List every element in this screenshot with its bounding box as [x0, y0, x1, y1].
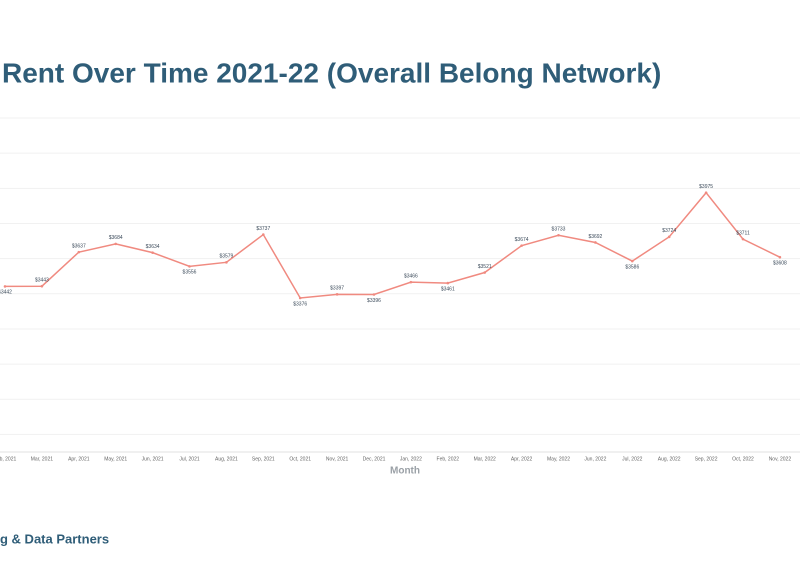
value-label: $3684 [109, 235, 123, 241]
value-label: $3674 [515, 237, 529, 243]
value-label: $3556 [183, 270, 197, 276]
x-tick-label: Mar, 2022 [474, 456, 496, 462]
x-tick-label: Nov, 2022 [769, 456, 792, 462]
x-tick-label: Aug, 2021 [215, 456, 238, 462]
x-tick-label: Jul, 2022 [622, 456, 643, 462]
point [667, 235, 671, 239]
value-label: $3733 [552, 227, 566, 233]
point [631, 259, 634, 263]
value-label: $3443 [35, 278, 49, 284]
x-tick-label: May, 2021 [104, 456, 127, 462]
x-tick-label: Apr, 2021 [68, 456, 90, 462]
point [335, 293, 339, 296]
value-label: $3396 [367, 298, 381, 304]
value-label: $3724 [662, 228, 676, 234]
x-tick-label: Mar, 2021 [31, 456, 53, 462]
x-tick-label: Sep, 2021 [252, 456, 275, 462]
point [483, 271, 487, 274]
x-tick-label: Jul, 2021 [179, 456, 200, 462]
point [40, 284, 44, 288]
value-label: $3442 [0, 290, 12, 296]
value-label: $3376 [293, 301, 307, 307]
x-tick-label: Dec, 2021 [363, 456, 386, 462]
point [114, 242, 117, 246]
x-tick-label: Jun, 2021 [142, 456, 164, 462]
value-label: $3634 [146, 244, 160, 250]
point [446, 281, 450, 285]
x-tick-label: Feb, 2022 [437, 456, 460, 462]
point [298, 296, 302, 300]
x-tick-label: Jun, 2022 [584, 456, 606, 462]
value-label: $3586 [625, 264, 639, 270]
x-tick-label: Apr, 2022 [511, 456, 533, 462]
point [409, 280, 413, 284]
point [225, 261, 228, 264]
point [704, 191, 708, 195]
point [372, 293, 376, 296]
point [77, 250, 81, 254]
value-label: $3466 [404, 274, 418, 280]
point [594, 241, 597, 244]
point [778, 255, 782, 259]
point [151, 251, 154, 254]
line [4, 191, 781, 299]
point [520, 244, 523, 247]
x-tick-label: Sep, 2022 [695, 456, 718, 462]
point [741, 237, 745, 241]
x-tick-label: Oct, 2022 [732, 456, 754, 462]
x-tick-label: Jan, 2022 [400, 456, 422, 462]
point [262, 233, 265, 236]
value-label: $3608 [773, 261, 787, 267]
point [188, 265, 191, 268]
point [557, 233, 560, 237]
x-tick-label: Aug, 2022 [658, 456, 681, 462]
x-tick-label: Feb, 2021 [0, 456, 16, 462]
value-label: $3461 [441, 286, 455, 292]
value-label: $3737 [256, 226, 270, 232]
x-tick-label: Nov, 2021 [326, 456, 349, 462]
footer: g & Data Partners [0, 531, 109, 546]
value-label: $3692 [588, 234, 602, 240]
value-label: $3397 [330, 286, 344, 292]
chart-title: Rent Over Time 2021-22 (Overall Belong N… [2, 57, 661, 88]
value-label: $3521 [478, 264, 492, 270]
x-axis-title: Month [390, 466, 420, 477]
value-label: $3579 [219, 254, 233, 260]
value-label: $3975 [699, 184, 713, 190]
point [3, 285, 7, 288]
value-label: $3711 [736, 230, 750, 236]
x-tick-label: May, 2022 [547, 456, 570, 462]
value-label: $3637 [72, 243, 86, 249]
x-tick-label: Oct, 2021 [289, 456, 311, 462]
